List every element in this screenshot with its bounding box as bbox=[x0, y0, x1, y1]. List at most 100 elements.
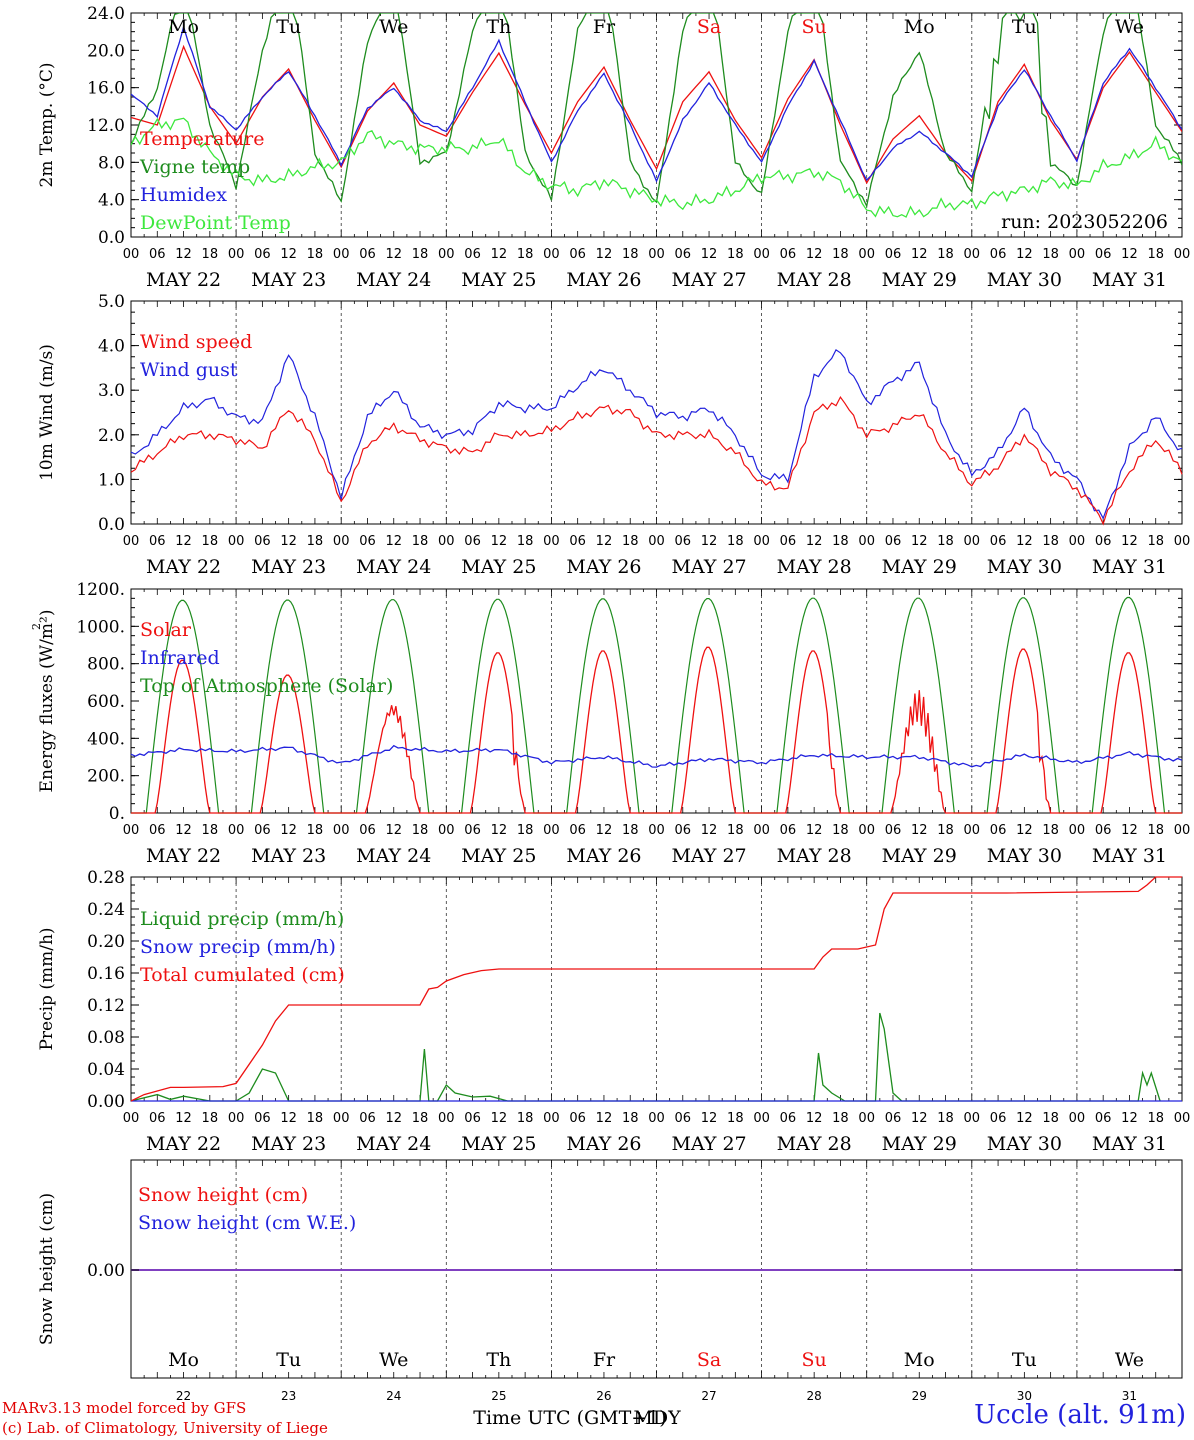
superscript: 2 bbox=[30, 623, 43, 630]
hour-label: 00 bbox=[228, 1111, 245, 1126]
hour-label: 00 bbox=[1174, 247, 1191, 262]
day-name: Tu bbox=[1012, 1349, 1037, 1371]
panel-snow: Snow height (cm) 0.00 Snow height (cm) Snow… bbox=[37, 1159, 1183, 1429]
date-label: MAY 28 bbox=[777, 845, 852, 867]
hour-label: 06 bbox=[1095, 823, 1112, 838]
hour-label: 06 bbox=[990, 1111, 1007, 1126]
hour-label: 06 bbox=[149, 247, 166, 262]
hour-label: 00 bbox=[858, 823, 875, 838]
hour-label: 18 bbox=[1147, 1111, 1164, 1126]
hour-label: 18 bbox=[727, 534, 744, 549]
hour-label: 12 bbox=[280, 1111, 297, 1126]
date-label: MAY 29 bbox=[882, 1133, 957, 1155]
hour-label: 18 bbox=[307, 823, 324, 838]
hour-label: 12 bbox=[701, 1111, 718, 1126]
y-tick-label: 3.0 bbox=[98, 381, 125, 401]
date-label: MAY 25 bbox=[461, 269, 536, 291]
date-label: MAY 28 bbox=[777, 1133, 852, 1155]
hour-label: 18 bbox=[1147, 823, 1164, 838]
hour-label: 06 bbox=[780, 823, 797, 838]
hour-label: 12 bbox=[1121, 534, 1138, 549]
date-label: MAY 24 bbox=[356, 556, 431, 578]
legend-entry: Wind speed bbox=[140, 331, 252, 353]
date-label: MAY 27 bbox=[671, 845, 746, 867]
hour-label: 18 bbox=[832, 1111, 849, 1126]
hour-label: 12 bbox=[596, 247, 613, 262]
hour-label: 00 bbox=[753, 247, 770, 262]
model-credit: MARv3.13 model forced by GFS bbox=[2, 1399, 247, 1417]
hour-label: 00 bbox=[333, 823, 350, 838]
series-line-0 bbox=[131, 44, 1182, 185]
hour-label: 06 bbox=[569, 823, 586, 838]
date-label: MAY 31 bbox=[1092, 556, 1167, 578]
hour-label: 18 bbox=[307, 247, 324, 262]
hour-label: 18 bbox=[832, 534, 849, 549]
hour-label: 06 bbox=[149, 534, 166, 549]
day-number: 27 bbox=[701, 1389, 716, 1403]
y-tick-label: 5.0 bbox=[98, 292, 125, 312]
y-tick-label: 0.00 bbox=[87, 1092, 125, 1112]
hour-label: 00 bbox=[228, 534, 245, 549]
hour-label: 00 bbox=[1069, 823, 1086, 838]
hour-label: 00 bbox=[964, 247, 981, 262]
hour-label: 18 bbox=[307, 1111, 324, 1126]
date-label: MAY 22 bbox=[146, 556, 221, 578]
y-tick-label: 8.0 bbox=[98, 153, 125, 173]
hour-label: 00 bbox=[964, 823, 981, 838]
day-name: Sa bbox=[697, 1349, 721, 1371]
hour-label: 12 bbox=[596, 534, 613, 549]
hour-label: 00 bbox=[438, 823, 455, 838]
hour-label: 00 bbox=[543, 1111, 560, 1126]
date-label: MAY 30 bbox=[987, 269, 1062, 291]
y-tick-label: 1.0 bbox=[98, 470, 125, 490]
hour-label: 06 bbox=[885, 1111, 902, 1126]
hour-label: 06 bbox=[254, 247, 271, 262]
y-tick-label: 20.0 bbox=[87, 41, 125, 61]
day-name: Mo bbox=[904, 16, 935, 38]
y-tick-label: 16.0 bbox=[87, 79, 125, 99]
hour-label: 12 bbox=[280, 823, 297, 838]
run-annotation: run: 2023052206 bbox=[1001, 211, 1168, 233]
lab-credit: (c) Lab. of Climatology, University of L… bbox=[2, 1419, 328, 1437]
y-tick-label: 12.0 bbox=[87, 116, 125, 136]
hour-label: 12 bbox=[175, 1111, 192, 1126]
hour-label: 18 bbox=[412, 1111, 429, 1126]
hour-label: 06 bbox=[149, 823, 166, 838]
series-line-1 bbox=[130, 395, 1183, 526]
hour-label: 12 bbox=[911, 534, 928, 549]
series-line-1 bbox=[131, 13, 1182, 209]
y-tick-label: 0.28 bbox=[87, 868, 125, 888]
date-label: MAY 31 bbox=[1092, 845, 1167, 867]
hour-label: 12 bbox=[596, 1111, 613, 1126]
date-label: MAY 29 bbox=[882, 845, 957, 867]
date-label: MAY 25 bbox=[461, 556, 536, 578]
day-name: Th bbox=[486, 1349, 511, 1371]
day-name: We bbox=[379, 1349, 408, 1371]
day-number: 28 bbox=[807, 1389, 822, 1403]
hour-label: 06 bbox=[254, 1111, 271, 1126]
day-number: 22 bbox=[176, 1389, 191, 1403]
hour-label: 00 bbox=[123, 534, 140, 549]
hour-label: 00 bbox=[123, 1111, 140, 1126]
day-name: Th bbox=[486, 16, 511, 38]
legend-entry: Vigne temp bbox=[139, 156, 250, 178]
hour-label: 06 bbox=[149, 1111, 166, 1126]
y-axis-label: Precip (mm/h) bbox=[37, 927, 57, 1050]
hour-label: 00 bbox=[858, 534, 875, 549]
hour-label: 18 bbox=[202, 534, 219, 549]
hour-label: 00 bbox=[438, 534, 455, 549]
hour-label: 18 bbox=[517, 534, 534, 549]
hour-label: 00 bbox=[648, 247, 665, 262]
hour-label: 00 bbox=[543, 247, 560, 262]
day-number: 29 bbox=[912, 1389, 927, 1403]
plot-frame bbox=[130, 12, 1183, 238]
day-name: Su bbox=[802, 1349, 827, 1371]
hour-label: 00 bbox=[964, 534, 981, 549]
day-name: Su bbox=[802, 16, 827, 38]
date-label: MAY 22 bbox=[146, 845, 221, 867]
legend-entry: Snow height (cm W.E.) bbox=[138, 1212, 356, 1234]
hour-label: 18 bbox=[202, 247, 219, 262]
hour-label: 12 bbox=[1121, 1111, 1138, 1126]
hour-label: 06 bbox=[569, 534, 586, 549]
hour-label: 06 bbox=[254, 534, 271, 549]
